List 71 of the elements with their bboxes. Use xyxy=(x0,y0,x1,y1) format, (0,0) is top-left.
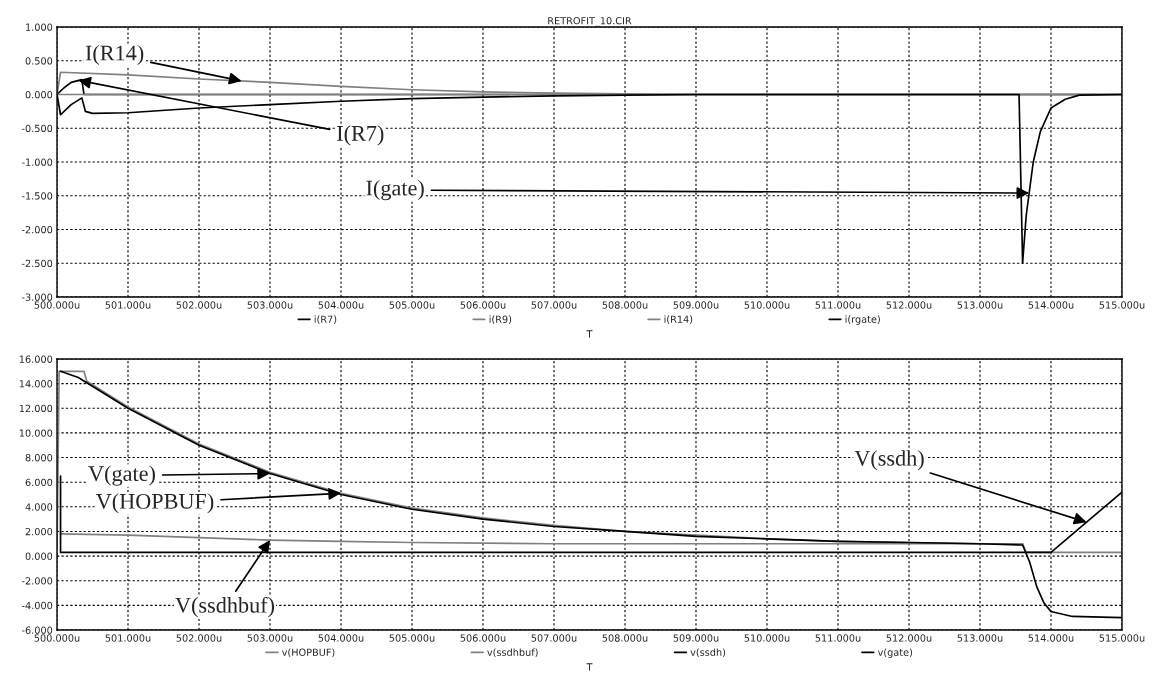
x-axis-title: T xyxy=(586,330,593,338)
y-tick-label: 6.000 xyxy=(25,478,53,487)
y-tick-label: 12.000 xyxy=(19,404,53,413)
x-tick-label: 515.000u xyxy=(1099,634,1145,642)
x-tick-label: 502.000u xyxy=(176,301,222,309)
annotation: V(gate) xyxy=(88,465,155,486)
x-tick-label: 507.000u xyxy=(531,634,577,642)
x-tick-label: 504.000u xyxy=(318,634,364,642)
x-tick-label: 513.000u xyxy=(957,301,1003,309)
y-tick-label: -3.000 xyxy=(21,293,53,301)
x-tick-label: 501.000u xyxy=(105,634,151,642)
legend-label: i(R9) xyxy=(489,315,512,325)
x-tick-label: 514.000u xyxy=(1028,301,1074,309)
x-tick-label: 506.000u xyxy=(460,301,506,309)
y-tick-label: 10.000 xyxy=(19,429,53,437)
x-tick-label: 513.000u xyxy=(957,634,1003,642)
x-tick-label: 502.000u xyxy=(176,634,222,642)
y-tick-label: 8.000 xyxy=(25,454,53,462)
legend-label: i(R14) xyxy=(664,315,693,325)
legend-label: v(HOPBUF) xyxy=(281,648,335,658)
y-tick-label: -4.000 xyxy=(21,601,53,610)
annotation: I(R14) xyxy=(85,44,144,66)
legend-label: v(ssdh) xyxy=(690,648,726,658)
x-tick-label: 508.000u xyxy=(602,634,648,642)
y-tick-label: -1.500 xyxy=(21,192,53,200)
annotation: I(R7) xyxy=(337,125,384,146)
x-tick-label: 501.000u xyxy=(105,301,151,309)
x-tick-label: 506.000u xyxy=(460,634,506,642)
y-tick-label: 14.000 xyxy=(19,380,53,388)
y-tick-label: 2.000 xyxy=(25,527,53,536)
y-tick-label: -2.000 xyxy=(21,225,53,234)
legend-label: v(ssdhbuf) xyxy=(487,648,538,658)
y-tick-label: -1.000 xyxy=(21,158,53,166)
y-tick-label: 0.000 xyxy=(25,552,53,560)
y-tick-label: -2.000 xyxy=(21,577,53,585)
legend-label: v(gate) xyxy=(877,648,913,658)
x-tick-label: 512.000u xyxy=(886,634,932,642)
x-tick-label: 514.000u xyxy=(1028,634,1074,642)
x-tick-label: 500.000u xyxy=(34,301,80,309)
x-tick-label: 504.000u xyxy=(318,301,364,309)
x-tick-label: 511.000u xyxy=(815,301,861,309)
y-tick-label: 0.500 xyxy=(25,57,53,65)
x-tick-label: 505.000u xyxy=(389,634,435,642)
x-tick-label: 515.000u xyxy=(1099,301,1145,309)
y-tick-label: -0.500 xyxy=(21,124,53,133)
x-tick-label: 510.000u xyxy=(744,634,790,642)
x-tick-label: 507.000u xyxy=(531,301,577,309)
x-tick-label: 503.000u xyxy=(247,634,293,642)
x-tick-label: 511.000u xyxy=(815,634,861,642)
x-tick-label: 510.000u xyxy=(744,301,790,309)
y-tick-label: 4.000 xyxy=(25,503,53,511)
annotation: I(gate) xyxy=(366,179,424,201)
annotation: V(ssdh) xyxy=(854,450,924,471)
legend-label: i(rgate) xyxy=(845,315,880,325)
annotation: V(ssdhbuf) xyxy=(175,596,275,618)
y-tick-label: -6.000 xyxy=(21,626,53,634)
x-tick-label: 503.000u xyxy=(247,301,293,309)
x-axis-title: T xyxy=(586,663,593,671)
y-tick-label: 1.000 xyxy=(26,23,53,31)
x-tick-label: 508.000u xyxy=(602,301,648,309)
annotation: V(HOPBUF) xyxy=(95,493,214,514)
x-tick-label: 512.000u xyxy=(886,301,932,309)
x-tick-label: 500.000u xyxy=(34,634,80,642)
chart-title: RETROFIT_10.CIR xyxy=(548,17,632,27)
y-tick-label: -2.500 xyxy=(21,259,53,268)
x-tick-label: 509.000u xyxy=(673,301,719,309)
x-tick-label: 509.000u xyxy=(673,634,719,642)
y-tick-label: 0.000 xyxy=(25,90,53,99)
legend-label: i(R7) xyxy=(314,315,337,325)
y-tick-label: 16.000 xyxy=(19,355,53,363)
x-tick-label: 505.000u xyxy=(389,301,435,309)
